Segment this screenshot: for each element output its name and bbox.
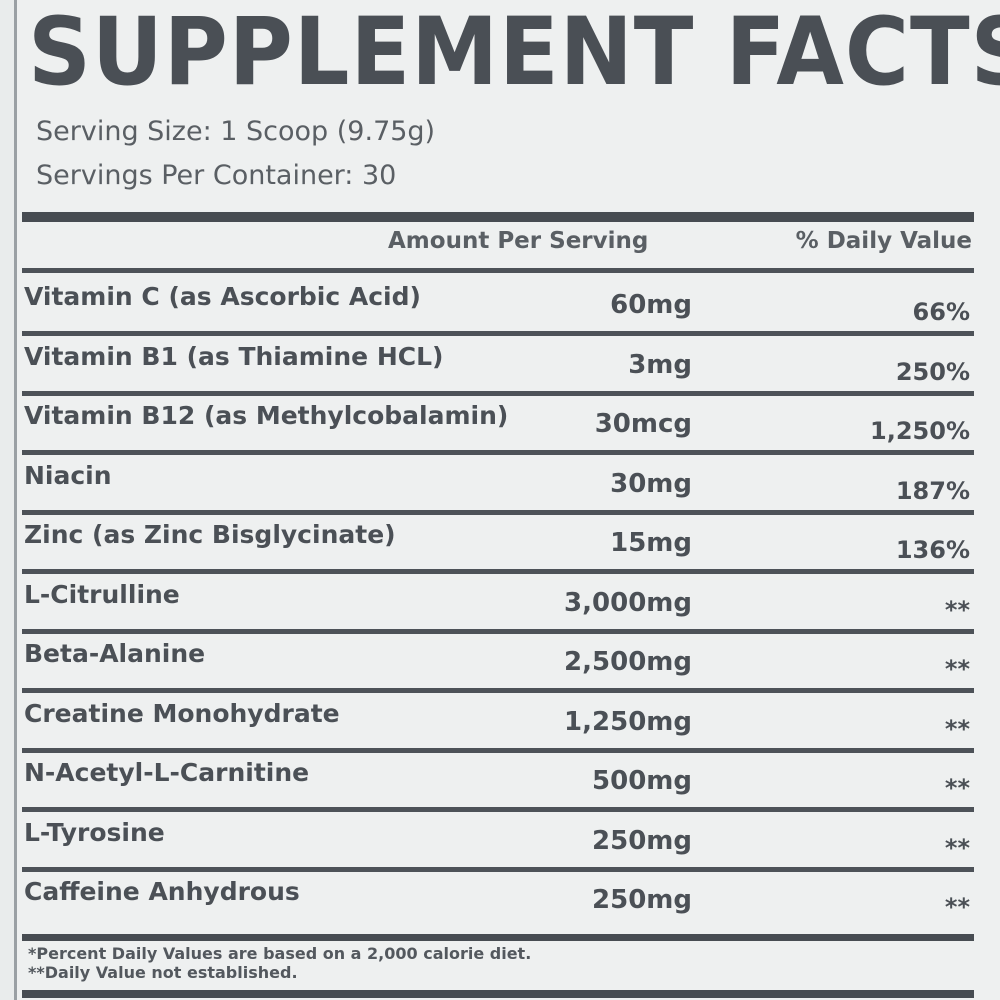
nutrient-name: Zinc (as Zinc Bisglycinate): [24, 520, 396, 549]
header-divider: [22, 268, 974, 273]
nutrient-amount: 3,000mg: [564, 587, 692, 618]
table-row: Creatine Monohydrate 1,250mg **: [22, 693, 974, 753]
nutrient-daily-value: 66%: [912, 298, 970, 326]
nutrient-daily-value: 136%: [895, 536, 970, 564]
nutrient-name: N-Acetyl-L-Carnitine: [24, 758, 310, 787]
nutrient-name: Creatine Monohydrate: [24, 698, 340, 728]
nutrient-name: Niacin: [24, 460, 112, 490]
table-row: L-Tyrosine 250mg **: [22, 812, 974, 872]
nutrient-name: Vitamin C (as Ascorbic Acid): [24, 282, 421, 311]
nutrient-daily-value: **: [944, 774, 970, 802]
nutrient-amount: 250mg: [592, 885, 692, 915]
nutrient-name: Vitamin B1 (as Thiamine HCL): [24, 341, 444, 371]
servings-per-container: Servings Per Container: 30: [36, 160, 397, 191]
row-divider: [22, 866, 974, 872]
row-divider: [22, 569, 974, 574]
row-divider: [22, 509, 974, 515]
footnote-not-established: **Daily Value not established.: [28, 963, 298, 982]
nutrient-amount: 15mg: [610, 528, 692, 558]
nutrient-amount: 30mcg: [594, 409, 692, 439]
nutrient-amount: 30mg: [610, 468, 692, 499]
footer-divider: [22, 990, 974, 998]
nutrient-daily-value: **: [944, 595, 970, 624]
nutrient-daily-value: **: [944, 714, 970, 743]
nutrient-name: Caffeine Anhydrous: [24, 877, 300, 906]
table-row: Caffeine Anhydrous 250mg **: [22, 871, 974, 931]
table-row: Zinc (as Zinc Bisglycinate) 15mg 136%: [22, 514, 974, 574]
label-title: SUPPLEMENT FACTS: [28, 0, 1000, 107]
nutrient-amount: 1,250mg: [564, 706, 692, 737]
row-divider: [22, 450, 974, 455]
table-row: Niacin 30mg 187%: [22, 455, 974, 515]
nutrient-name: Vitamin B12 (as Methylcobalamin): [24, 401, 509, 430]
nutrient-daily-value: 187%: [895, 476, 970, 505]
row-divider: [22, 628, 974, 634]
table-row: Vitamin B1 (as Thiamine HCL) 3mg 250%: [22, 336, 974, 396]
row-divider: [22, 688, 974, 693]
nutrient-name: L-Citrulline: [24, 579, 180, 609]
table-row: L-Citrulline 3,000mg **: [22, 574, 974, 634]
row-divider: [22, 331, 974, 336]
nutrient-amount: 250mg: [592, 825, 692, 856]
table-row: Vitamin B12 (as Methylcobalamin) 30mcg 1,2…: [22, 395, 974, 455]
nutrient-daily-value: **: [944, 833, 970, 862]
supplement-facts-label: [14, 0, 1000, 1000]
footnote-percent: *Percent Daily Values are based on a 2,0…: [28, 944, 532, 963]
nutrient-amount: 3mg: [628, 349, 692, 380]
table-row: Vitamin C (as Ascorbic Acid) 60mg 66%: [22, 276, 974, 336]
amount-header: Amount Per Serving: [388, 228, 649, 254]
nutrient-daily-value: 1,250%: [870, 417, 970, 445]
nutrient-daily-value: **: [944, 893, 970, 921]
nutrient-amount: 2,500mg: [564, 647, 692, 677]
daily-value-header: % Daily Value: [795, 228, 972, 254]
nutrient-amount: 60mg: [610, 290, 692, 320]
nutrient-name: L-Tyrosine: [24, 817, 165, 847]
table-row: N-Acetyl-L-Carnitine 500mg **: [22, 752, 974, 812]
nutrient-daily-value: 250%: [895, 357, 970, 386]
row-divider: [22, 747, 974, 753]
serving-size: Serving Size: 1 Scoop (9.75g): [36, 116, 436, 147]
table-row: Beta-Alanine 2,500mg **: [22, 633, 974, 693]
row-divider: [22, 390, 974, 396]
top-divider: [22, 212, 974, 222]
nutrient-amount: 500mg: [592, 766, 692, 796]
nutrient-name: Beta-Alanine: [24, 639, 206, 668]
nutrient-daily-value: **: [944, 655, 970, 683]
bottom-divider: [22, 934, 974, 941]
row-divider: [22, 807, 974, 812]
